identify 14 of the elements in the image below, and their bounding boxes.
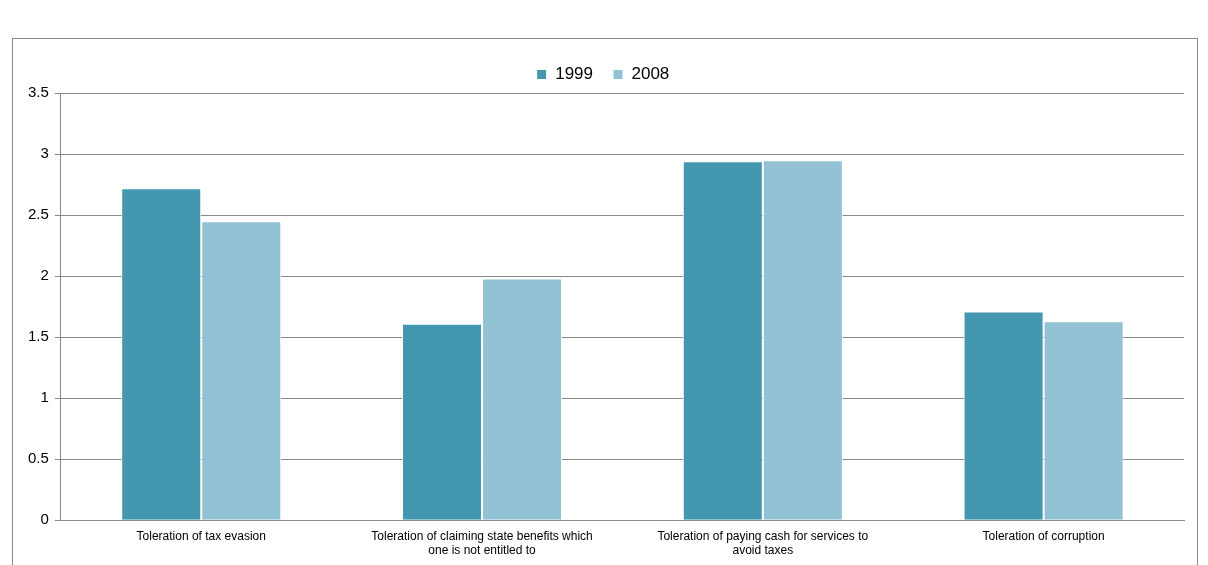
y-tick-label: 1 (40, 388, 49, 406)
y-tick-label: 0 (40, 510, 49, 528)
x-tick-label: Toleration of corruption (982, 528, 1105, 543)
x-tick-label: Toleration of tax evasion (136, 528, 266, 543)
y-tick-label: 2.5 (27, 205, 49, 223)
legend-label: 2008 (631, 64, 670, 84)
y-tick-label: 1.5 (27, 327, 49, 345)
y-tick-label: 0.5 (27, 449, 49, 467)
y-tick-label: 2 (40, 266, 49, 284)
x-tick-label: Toleration of claiming state benefits which one is not entitled to (371, 528, 593, 558)
y-tick-label: 3.5 (27, 83, 49, 101)
legend-label: 1999 (555, 64, 594, 84)
y-tick-label: 3 (40, 144, 49, 162)
x-tick-label: Toleration of paying cash for services to avoid taxes (657, 528, 869, 558)
